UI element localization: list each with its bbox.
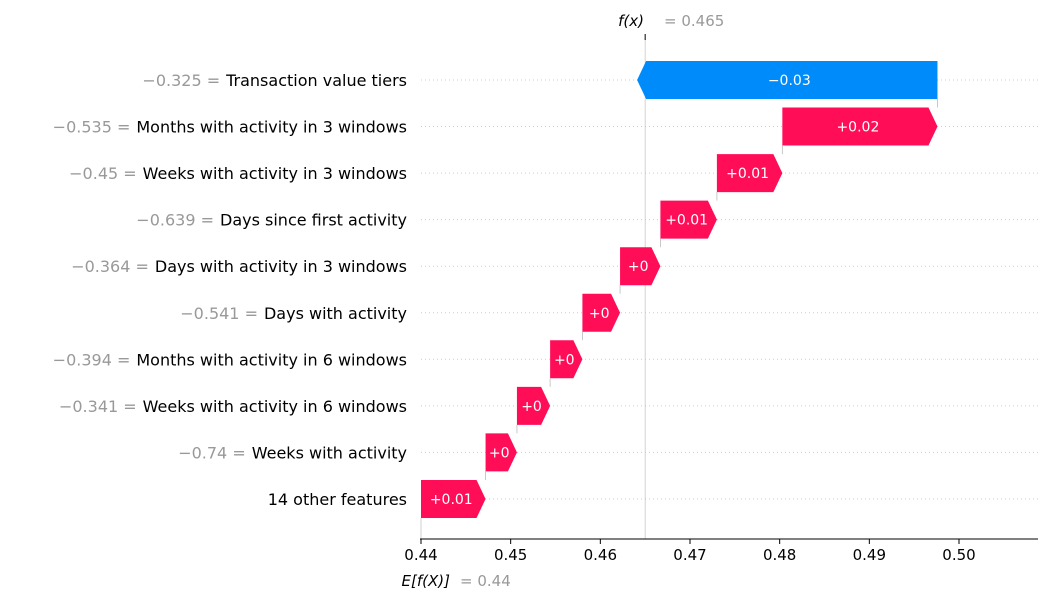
positive-bar xyxy=(582,293,621,332)
feature-value: −0.341 = xyxy=(59,397,137,416)
feature-value: −0.541 = xyxy=(180,304,258,323)
positive-bar xyxy=(550,340,583,379)
x-tick-label: 0.47 xyxy=(673,546,706,564)
positive-bar xyxy=(660,200,717,239)
x-tick-label: 0.50 xyxy=(942,546,975,564)
bar-value-label: +0.02 xyxy=(836,120,879,136)
positive-bar xyxy=(516,386,551,425)
x-tick-label: 0.45 xyxy=(494,546,527,564)
feature-name: Months with activity in 6 windows xyxy=(136,350,407,369)
positive-bar xyxy=(421,479,486,518)
connector-lines xyxy=(420,34,938,539)
bar-value-label: −0.03 xyxy=(768,73,811,89)
feature-name: Days since first activity xyxy=(220,211,407,230)
bar-value-label: +0 xyxy=(489,445,510,461)
positive-bar xyxy=(620,247,661,286)
feature-value: −0.74 = xyxy=(178,443,246,462)
negative-bar xyxy=(637,61,938,99)
x-tick-label: 0.49 xyxy=(853,546,886,564)
expected-value: = 0.44 xyxy=(460,572,511,590)
feature-value: −0.535 = xyxy=(53,118,131,137)
x-tick-label: 0.48 xyxy=(763,546,796,564)
bar-value-label: +0 xyxy=(628,259,649,275)
positive-bar xyxy=(485,433,517,472)
x-tick-label: 0.46 xyxy=(584,546,617,564)
bar-value-label: +0.01 xyxy=(726,166,769,182)
expected-name: E[f(X)] xyxy=(402,572,451,590)
feature-name: Months with activity in 3 windows xyxy=(136,118,407,137)
bar-value-label: +0 xyxy=(589,306,610,322)
feature-name: 14 other features xyxy=(268,490,407,509)
gridlines xyxy=(421,79,1038,500)
feature-value: −0.364 = xyxy=(71,257,149,276)
feature-name: Weeks with activity in 6 windows xyxy=(143,397,407,416)
bar-value-label: +0.01 xyxy=(665,213,708,229)
fx-value: = 0.465 xyxy=(664,12,724,30)
feature-name: Transaction value tiers xyxy=(225,71,407,90)
feature-labels: Transaction value tiers −0.325 = Months wi… xyxy=(53,71,407,509)
feature-name: Weeks with activity xyxy=(252,443,407,462)
fx-name: f(x) xyxy=(618,12,644,30)
bar-value-label: +0 xyxy=(554,352,575,368)
feature-value: −0.394 = xyxy=(53,350,131,369)
feature-name: Weeks with activity in 3 windows xyxy=(143,164,407,183)
bar-value-label: +0.01 xyxy=(430,492,473,508)
feature-value: −0.639 = xyxy=(136,211,214,230)
x-axis: 0.44 0.45 0.46 0.47 0.48 0.49 0.50 xyxy=(404,538,1038,564)
fx-label: f(x) = 0.465 xyxy=(618,12,724,30)
feature-name: Days with activity in 3 windows xyxy=(155,257,407,276)
feature-value: −0.45 = xyxy=(69,164,137,183)
bar-value-label: +0 xyxy=(521,399,542,415)
positive-bar xyxy=(782,107,938,146)
x-tick-label: 0.44 xyxy=(404,546,437,564)
expected-value-label: E[f(X)] = 0.44 xyxy=(402,572,511,590)
feature-value: −0.325 = xyxy=(142,71,220,90)
feature-name: Days with activity xyxy=(264,304,407,323)
bars: −0.03 +0.02 +0.01 +0.01 +0 +0 +0 +0 +0 +0.01 xyxy=(421,61,938,518)
positive-bar xyxy=(716,154,783,193)
